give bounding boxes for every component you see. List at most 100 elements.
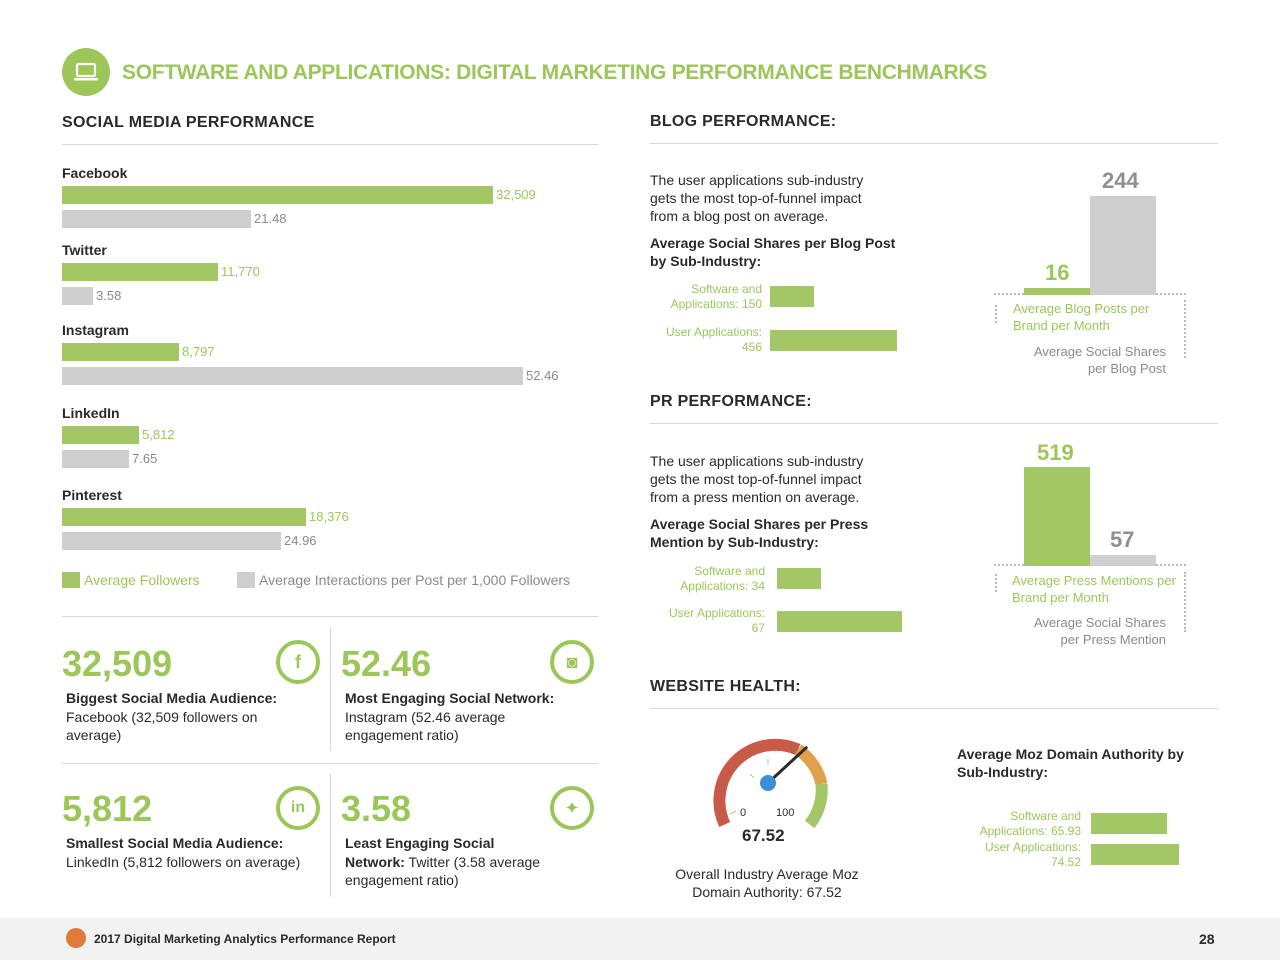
stat-least-heading-2: Network: xyxy=(345,854,405,870)
stat-least-text: Network: Twitter (3.58 average engagemen… xyxy=(345,853,560,889)
blog-divider xyxy=(650,143,1218,144)
page-title: SOFTWARE AND APPLICATIONS: DIGITAL MARKE… xyxy=(122,61,987,84)
stat-least-value: 3.58 xyxy=(341,788,412,829)
blog-intro: The user applications sub-industry gets … xyxy=(650,172,864,224)
gauge-hub xyxy=(760,775,776,791)
stat-engaging-text: Instagram (52.46 average engagement rati… xyxy=(345,709,506,743)
interactions-value-2: 52.46 xyxy=(526,368,559,383)
blog-bracket-left xyxy=(995,305,997,323)
twitter-glyph: ✦ xyxy=(564,797,580,818)
pr-cat1-label: Software and Applications: 34 xyxy=(680,564,765,593)
gauge-caption: Overall Industry Average Moz Domain Auth… xyxy=(675,866,859,900)
interactions-bar-4 xyxy=(62,532,281,550)
stat-smallest-heading: Smallest Social Media Audience: xyxy=(66,835,284,851)
pr-cat2-bar xyxy=(777,611,902,632)
pr-intro: The user applications sub-industry gets … xyxy=(650,453,864,505)
pr-baseline-right xyxy=(1156,564,1186,566)
stats-vertical-divider-bottom xyxy=(330,773,331,897)
blog-value-green: 16 xyxy=(1045,260,1070,285)
platform-name-4: Pinterest xyxy=(62,487,122,503)
followers-value-0: 32,509 xyxy=(496,187,536,202)
pr-value-green: 519 xyxy=(1037,440,1074,465)
blog-label-green: Average Blog Posts per Brand per Month xyxy=(1013,301,1150,333)
blog-cat2-label: User Applications: 456 xyxy=(665,325,762,354)
moz-gauge xyxy=(713,738,828,829)
stats-vertical-divider-top xyxy=(330,627,331,751)
followers-value-2: 8,797 xyxy=(182,344,215,359)
interactions-value-1: 3.58 xyxy=(96,288,122,303)
followers-bar-2 xyxy=(62,343,179,361)
laptop-icon xyxy=(74,62,98,81)
stat-least-body: Twitter (3.58 average engagement ratio) xyxy=(345,854,541,888)
gauge-arc-red xyxy=(713,738,801,828)
twitter-icon: ✦ xyxy=(550,786,594,830)
blog-value-gray: 244 xyxy=(1102,168,1139,193)
social-divider xyxy=(62,144,598,145)
legend-label-followers: Average Followers xyxy=(84,572,200,588)
pr-subheading: Average Social Shares per Press Mention … xyxy=(650,516,869,550)
stat-least-heading-1: Least Engaging Social xyxy=(345,835,495,851)
gauge-value: 67.52 xyxy=(742,826,785,845)
pr-title: PR PERFORMANCE: xyxy=(650,393,812,410)
followers-value-4: 18,376 xyxy=(309,509,349,524)
facebook-icon: f xyxy=(276,640,320,684)
pr-baseline xyxy=(994,564,1024,566)
stat-engaging-value: 52.46 xyxy=(341,643,432,684)
blog-baseline xyxy=(994,293,1024,295)
followers-bar-1 xyxy=(62,263,218,281)
pr-bracket-right xyxy=(1184,572,1186,632)
stat-biggest-value: 32,509 xyxy=(62,643,173,684)
pr-label-gray: Average Social Shares per Press Mention xyxy=(1033,615,1166,647)
blog-subheading: Average Social Shares per Blog Post by S… xyxy=(650,235,896,269)
pr-gray-bar xyxy=(1090,555,1156,566)
moz-cat1-label: Software and Applications: 65.93 xyxy=(979,809,1081,838)
website-title: WEBSITE HEALTH: xyxy=(650,678,801,695)
blog-bracket-right xyxy=(1184,300,1186,358)
blog-label-gray: Average Social Shares per Blog Post xyxy=(1033,344,1166,376)
legend-swatch-followers xyxy=(62,572,80,588)
platform-name-2: Instagram xyxy=(62,322,129,338)
pr-divider xyxy=(650,423,1218,424)
interactions-bar-3 xyxy=(62,450,129,468)
gauge-ticks xyxy=(729,759,769,815)
blog-cat1-label: Software and Applications: 150 xyxy=(670,282,762,311)
pr-green-bar xyxy=(1024,467,1090,566)
stat-smallest-text: LinkedIn (5,812 followers on average) xyxy=(66,854,301,870)
footer-bar xyxy=(0,918,1280,960)
legend-label-interactions: Average Interactions per Post per 1,000 … xyxy=(259,572,571,588)
pr-cat2-label: User Applications: 67 xyxy=(668,606,765,635)
instagram-icon: ◙ xyxy=(550,640,594,684)
blog-cat1-bar xyxy=(770,286,814,307)
stat-engaging-heading: Most Engaging Social Network: xyxy=(345,690,555,706)
followers-bar-0 xyxy=(62,186,493,204)
blog-baseline-right xyxy=(1156,293,1186,295)
social-title: SOCIAL MEDIA PERFORMANCE xyxy=(62,114,315,131)
followers-bar-3 xyxy=(62,426,139,444)
gauge-min: 0 xyxy=(740,807,747,819)
stats-top-divider xyxy=(62,616,598,617)
stat-biggest-heading: Biggest Social Media Audience: xyxy=(66,690,278,706)
blog-green-bar xyxy=(1024,288,1090,295)
footer-logo-icon xyxy=(66,928,86,948)
header-icon-circle xyxy=(62,48,110,96)
interactions-bar-1 xyxy=(62,287,93,305)
blog-title: BLOG PERFORMANCE: xyxy=(650,113,837,130)
gauge-arc-orange xyxy=(794,744,828,786)
interactions-bar-2 xyxy=(62,367,523,385)
facebook-glyph: f xyxy=(295,651,301,672)
interactions-value-0: 21.48 xyxy=(254,211,287,226)
gauge-needle xyxy=(766,746,808,785)
gauge-arc-green xyxy=(804,783,828,829)
blog-gray-bar xyxy=(1090,196,1156,295)
blog-cat2-bar xyxy=(770,330,897,351)
followers-bar-4 xyxy=(62,508,306,526)
gauge-max: 100 xyxy=(776,807,795,819)
platform-name-1: Twitter xyxy=(62,242,107,258)
moz-cat2-bar xyxy=(1091,844,1179,865)
stat-biggest-text: Facebook (32,509 followers on average) xyxy=(66,709,258,743)
followers-value-3: 5,812 xyxy=(142,427,175,442)
linkedin-glyph: in xyxy=(290,799,306,816)
pr-value-gray: 57 xyxy=(1110,527,1135,552)
moz-cat1-bar xyxy=(1091,813,1167,834)
website-divider xyxy=(650,708,1218,709)
